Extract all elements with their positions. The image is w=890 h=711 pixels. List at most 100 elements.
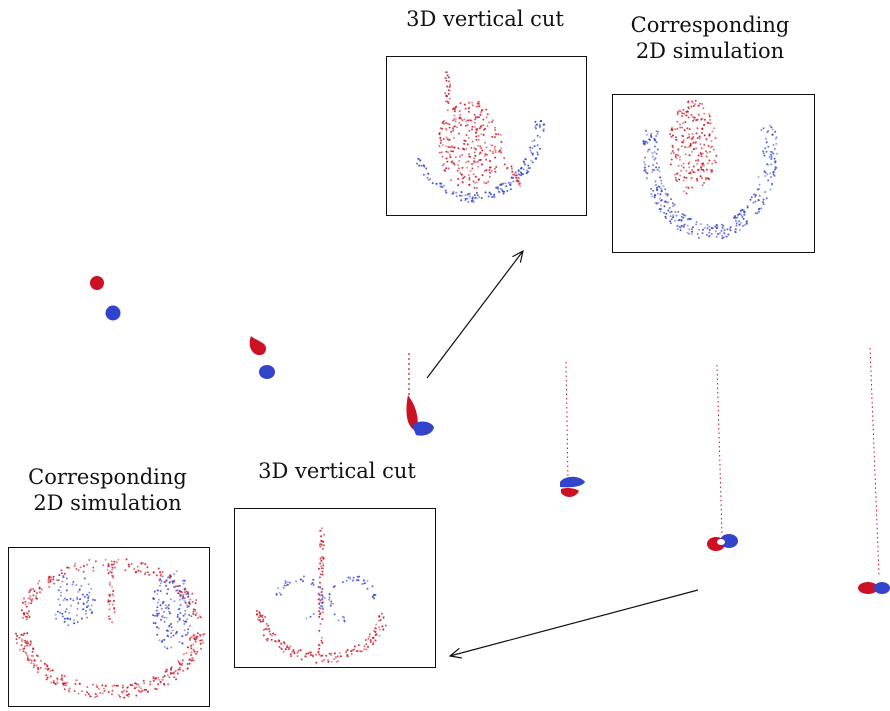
particle [696,177,699,180]
particle [144,571,147,574]
particle [692,104,695,107]
particle [700,155,703,158]
particle [181,597,184,600]
particle [286,646,289,649]
particle [63,620,66,623]
particle [495,133,497,136]
particle [317,585,320,588]
particle [697,104,700,107]
particle [317,651,320,654]
particle [87,596,90,599]
particle [87,604,90,607]
particle [318,615,321,618]
particle [26,640,29,643]
particle [61,612,64,615]
particle [452,127,454,130]
particle [472,201,475,204]
particle [450,161,453,164]
particle [319,562,322,565]
particle [453,136,455,139]
particle [742,224,744,227]
particle [143,682,146,685]
particle [352,579,354,582]
particle [512,176,515,179]
particle [146,566,149,569]
particle [520,166,523,169]
particle [168,676,171,679]
particle [83,595,86,598]
particle [199,633,201,636]
particle [676,224,679,227]
particle [318,576,321,579]
particle [652,189,655,192]
particle [478,127,481,130]
particle [450,179,452,182]
particle [460,124,462,126]
particle [73,622,76,625]
particle [675,179,678,181]
particle [714,230,717,233]
particle [143,688,146,691]
particle [643,166,646,169]
particle [296,651,299,654]
particle [503,190,506,193]
particle [87,693,90,695]
particle [310,583,313,586]
particle [181,662,184,665]
particle [89,608,92,611]
particle [456,169,459,172]
particle [200,647,202,650]
particle [329,604,332,607]
particle [321,654,324,657]
particle [268,628,270,631]
particle [674,136,677,139]
particle [67,624,70,627]
particle [155,609,158,612]
particle [375,627,378,630]
particle [149,683,152,686]
particle [264,616,267,618]
particle [107,615,110,618]
particle [375,623,378,626]
particle [338,652,341,655]
particle [71,583,74,586]
particle [441,164,444,167]
red-tail [869,347,880,576]
particle [471,125,474,128]
particle [456,126,459,129]
particle [644,163,647,166]
particle [439,142,442,144]
particle [54,613,57,616]
particle [60,678,63,681]
particle [15,642,18,645]
particle [685,192,688,195]
particle [371,636,374,639]
particle [111,574,114,577]
particle [182,619,185,622]
particle [481,149,484,152]
particle [679,174,682,177]
particle [706,227,709,230]
particle [655,201,657,204]
particle [186,618,189,621]
particle [646,172,649,175]
particle [768,124,771,127]
particle [520,174,523,177]
particle [683,176,686,179]
particle [130,562,133,565]
particle [188,602,191,604]
particle [274,633,277,636]
particle [721,223,723,226]
particle [321,570,324,573]
particle [375,633,378,636]
particle [652,168,655,171]
particle [321,641,324,644]
particle [274,640,277,643]
particle [52,680,55,682]
particle [161,639,164,642]
particle [652,164,655,166]
particle [83,577,86,580]
particle [320,636,323,639]
particle [465,161,467,164]
particle [769,188,772,191]
